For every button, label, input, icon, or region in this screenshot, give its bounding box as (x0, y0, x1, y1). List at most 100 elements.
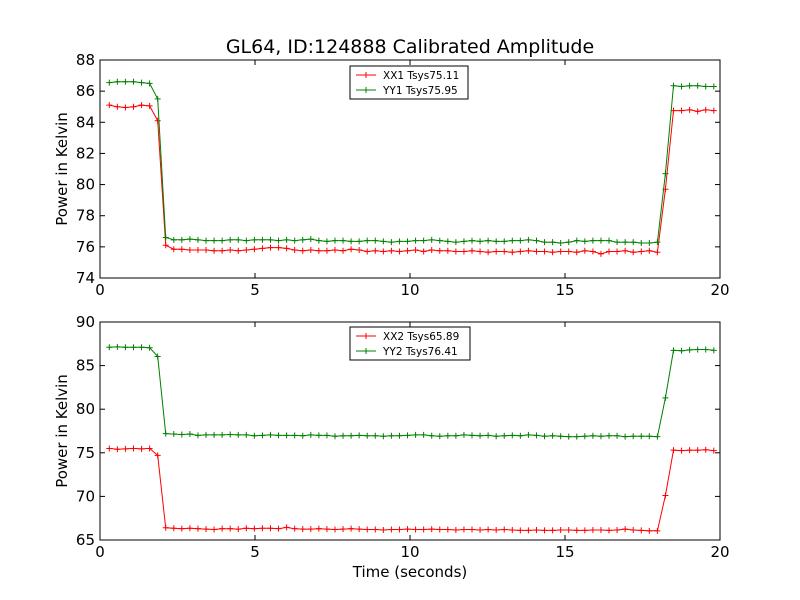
data-point-marker (646, 247, 653, 254)
x-tick-label: 0 (95, 281, 105, 299)
legend-marker (363, 72, 369, 78)
data-point-marker (501, 432, 508, 439)
data-point-marker (662, 492, 669, 499)
legend-label: YY2 Tsys76.41 (382, 346, 458, 358)
data-point-marker (291, 246, 298, 253)
data-point-marker (710, 83, 717, 90)
data-point-marker (622, 526, 629, 533)
legend-box (349, 326, 471, 361)
data-point-marker (138, 344, 145, 351)
legend-label: XX1 Tsys75.11 (383, 70, 459, 82)
data-point-marker (477, 238, 484, 245)
data-point-marker (622, 239, 629, 246)
data-point-marker (178, 525, 185, 532)
data-point-marker (251, 236, 258, 243)
data-point-marker (686, 447, 693, 454)
data-point-marker (509, 526, 516, 533)
data-point-marker (533, 432, 540, 439)
data-point-marker (211, 526, 218, 533)
series-line-yy2 (109, 346, 714, 438)
y-tick-label: 85 (76, 357, 95, 375)
data-point-marker (597, 250, 604, 257)
data-point-marker (340, 432, 347, 439)
data-point-marker (646, 527, 653, 534)
data-point-marker (565, 248, 572, 255)
data-point-marker (694, 346, 701, 353)
data-point-marker (469, 247, 475, 254)
data-point-marker (678, 83, 685, 90)
data-point-marker (678, 107, 685, 114)
data-point-marker (154, 95, 161, 102)
bottom-panel: 0 5 10 15 20 65 70 75 80 85 90 Power in Kelvin Time … (53, 313, 730, 581)
data-point-marker (565, 526, 572, 533)
y-axis-label: Power in Kelvin (53, 112, 71, 226)
data-point-marker (501, 238, 508, 245)
data-point-marker (138, 445, 145, 452)
data-point-marker (211, 237, 218, 244)
data-point-marker (146, 344, 153, 351)
legend-marker (363, 333, 369, 339)
data-point-marker (315, 432, 322, 439)
y-tick-label: 90 (76, 313, 95, 331)
data-point-marker (106, 344, 113, 351)
data-point-marker (194, 236, 201, 243)
data-point-marker (444, 247, 451, 254)
data-point-marker (573, 249, 580, 256)
data-point-marker (331, 433, 338, 440)
data-point-marker (235, 236, 242, 243)
data-point-marker (485, 249, 492, 256)
data-point-marker (436, 526, 443, 533)
data-point-marker (630, 526, 637, 533)
data-point-marker (323, 238, 330, 245)
data-point-marker (138, 79, 145, 86)
data-point-marker (428, 246, 435, 253)
data-point-marker (460, 431, 467, 438)
data-point-marker (549, 432, 556, 439)
x-tick-label: 5 (250, 543, 260, 561)
data-point-marker (323, 526, 330, 533)
data-point-marker (235, 247, 242, 254)
data-point-marker (340, 526, 347, 533)
data-point-marker (493, 248, 500, 255)
data-point-marker (203, 431, 210, 438)
data-point-marker (436, 433, 443, 440)
y-tick-label: 65 (76, 531, 95, 549)
data-point-marker (654, 433, 661, 440)
data-point-marker (356, 432, 363, 439)
data-point-marker (259, 525, 266, 532)
data-point-marker (203, 526, 210, 533)
data-point-marker (219, 247, 226, 254)
data-point-marker (485, 526, 492, 533)
data-point-marker (170, 431, 177, 438)
data-point-marker (348, 525, 355, 532)
data-point-marker (477, 432, 484, 439)
data-point-marker (219, 237, 226, 244)
data-point-marker (678, 347, 685, 354)
data-point-marker (533, 526, 540, 533)
x-tick-label: 20 (710, 281, 729, 299)
data-point-marker (388, 526, 395, 533)
data-point-marker (597, 433, 604, 440)
data-point-marker (412, 431, 419, 438)
data-point-marker (267, 431, 274, 438)
data-point-marker (525, 247, 532, 254)
data-point-marker (702, 106, 709, 113)
data-point-marker (638, 527, 645, 534)
data-point-marker (565, 433, 572, 440)
y-tick-label: 70 (76, 487, 95, 505)
figure-title: GL64, ID:124888 Calibrated Amplitude (226, 36, 594, 58)
data-point-marker (404, 526, 411, 533)
data-point-marker (630, 239, 637, 246)
data-point-marker (654, 527, 661, 534)
data-point-marker (122, 104, 129, 111)
data-point-marker (178, 431, 185, 438)
data-point-marker (638, 433, 645, 440)
data-point-marker (694, 447, 701, 454)
data-point-marker (420, 431, 427, 438)
data-point-marker (154, 452, 161, 459)
data-point-marker (517, 237, 524, 244)
data-point-marker (404, 238, 411, 245)
data-point-marker (428, 236, 435, 243)
data-point-marker (525, 236, 532, 243)
